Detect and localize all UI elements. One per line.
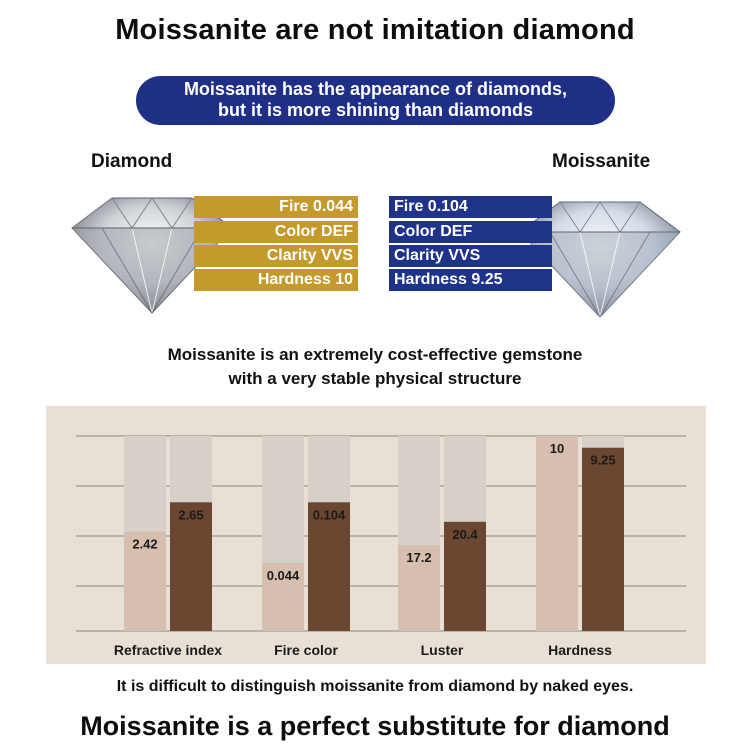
chart-data-label: 2.65 [178, 507, 203, 522]
chart-bar [262, 562, 304, 631]
chart-category-label: Luster [421, 642, 464, 658]
diamond-label: Diamond [91, 151, 173, 172]
moissanite-gem-image [519, 201, 681, 318]
chart-data-label: 0.104 [313, 507, 346, 522]
diamond-spec-color: Color DEF [194, 221, 358, 243]
chart-subtitle-line1: Moissanite is an extremely cost-effectiv… [167, 345, 583, 364]
page-title: Moissanite are not imitation diamond [115, 14, 635, 46]
chart-data-label: 10 [550, 441, 564, 456]
moissanite-label: Moissanite [552, 151, 651, 172]
diamond-spec-fire: Fire 0.044 [194, 196, 358, 218]
chart-category-label: Hardness [548, 642, 612, 658]
moissanite-spec-hardness: Hardness 9.25 [389, 269, 552, 291]
chart-category-label: Refractive index [114, 642, 222, 658]
footer-tagline: Moissanite is a perfect substitute for d… [80, 711, 670, 741]
comparison-bar-chart: 2.42 2.65 Refractive index 0.044 0.104 Fire c… [76, 435, 686, 658]
footer-note: It is difficult to distinguish moissanit… [116, 678, 634, 695]
chart-subtitle-line2: with a very stable physical structure [228, 369, 522, 388]
diamond-spec-hardness: Hardness 10 [194, 269, 358, 291]
comparison-chart-panel: 2.42 2.65 Refractive index 0.044 0.104 Fire c… [46, 406, 706, 664]
intro-banner-line1: Moissanite has the appearance of diamond… [183, 79, 568, 99]
chart-data-label: 20.4 [452, 527, 478, 542]
chart-data-label: 17.2 [406, 550, 431, 565]
chart-data-label: 9.25 [590, 453, 615, 468]
chart-data-label: 0.044 [267, 568, 300, 583]
moissanite-spec-color: Color DEF [389, 221, 552, 243]
diamond-spec-clarity: Clarity VVS [194, 245, 358, 267]
chart-subtitle: Moissanite is an extremely cost-effectiv… [0, 343, 750, 391]
chart-bar [444, 521, 486, 631]
moissanite-spec-fire: Fire 0.104 [389, 196, 552, 218]
chart-bar [536, 436, 578, 631]
chart-bar [170, 502, 212, 631]
intro-banner-line2: but it is more shining than diamonds [217, 100, 533, 120]
chart-data-label: 2.42 [132, 537, 157, 552]
intro-banner: Moissanite has the appearance of diamond… [136, 76, 615, 125]
diamond-gem-image [71, 197, 233, 314]
chart-bar [308, 502, 350, 631]
chart-bar [124, 531, 166, 631]
chart-bar [398, 545, 440, 631]
chart-category-label: Fire color [274, 642, 338, 658]
moissanite-spec-clarity: Clarity VVS [389, 245, 552, 267]
chart-bar [582, 447, 624, 631]
